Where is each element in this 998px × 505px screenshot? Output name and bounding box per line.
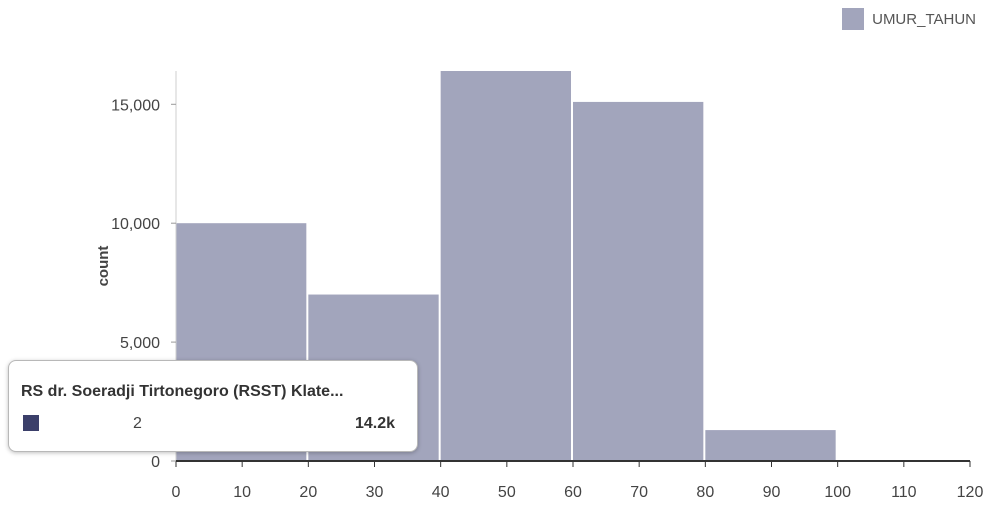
tooltip-swatch (23, 415, 39, 431)
histogram-bar-2[interactable] (440, 71, 571, 461)
x-tick-label: 60 (564, 484, 582, 501)
x-tick-label: 70 (630, 484, 648, 501)
x-tick-label: 0 (172, 484, 181, 501)
tooltip: RS dr. Soeradji Tirtonegoro (RSST) Klate… (8, 360, 418, 452)
x-tick-label: 120 (957, 484, 984, 501)
y-tick-label: 15,000 (111, 97, 160, 114)
legend-swatch (842, 8, 865, 30)
tooltip-value: 14.2k (354, 415, 395, 432)
x-tick-label: 30 (366, 484, 384, 501)
x-tick-label: 80 (696, 484, 714, 501)
tooltip-bin: 2 (133, 415, 142, 432)
histogram-bar-3[interactable] (573, 101, 704, 461)
y-axis-label: count (95, 246, 112, 287)
tooltip-title: RS dr. Soeradji Tirtonegoro (RSST) Klate… (21, 383, 344, 400)
x-tick-label: 40 (432, 484, 450, 501)
y-tick-label: 10,000 (111, 216, 160, 233)
y-tick-label: 0 (151, 454, 160, 471)
x-tick-label: 90 (763, 484, 781, 501)
x-tick-label: 100 (824, 484, 851, 501)
histogram-bar-4[interactable] (705, 430, 836, 461)
x-tick-label: 10 (233, 484, 251, 501)
x-tick-label: 50 (498, 484, 516, 501)
axes-group: 0 10 20 30 40 50 60 70 80 90 100 110 120 0 5,000 10,000… (111, 71, 983, 501)
x-tick-label: 20 (299, 484, 317, 501)
y-tick-label: 5,000 (120, 335, 160, 352)
legend[interactable]: UMUR_TAHUN (842, 8, 976, 30)
legend-label: UMUR_TAHUN (872, 10, 976, 28)
x-tick-label: 110 (891, 484, 917, 501)
